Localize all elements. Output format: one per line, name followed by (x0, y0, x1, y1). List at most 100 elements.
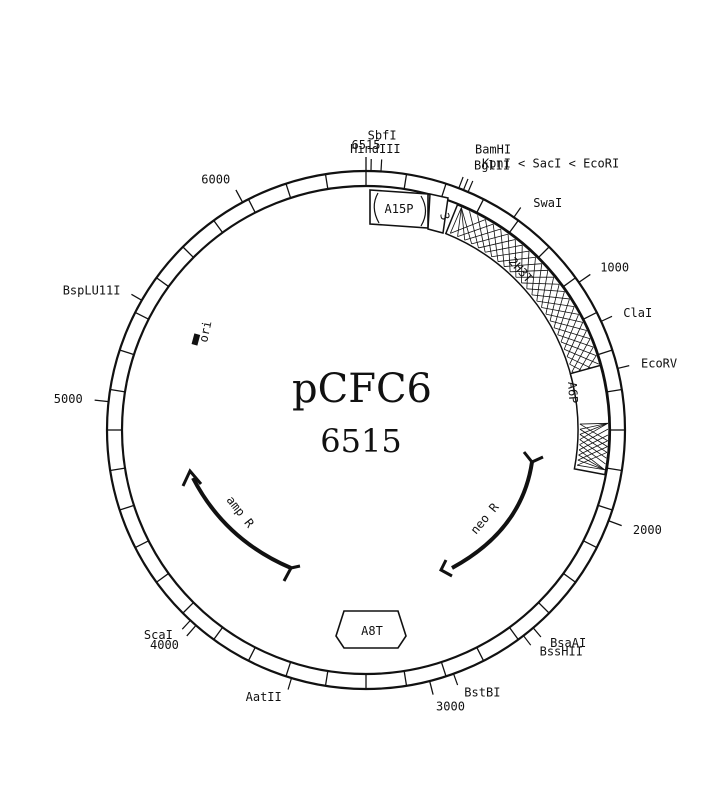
ruler-tick (235, 189, 244, 203)
a15p-feature: A15P (369, 189, 429, 229)
small-junction-label: 3 (437, 211, 452, 222)
site-tick (532, 627, 542, 638)
backbone-segment-tick (563, 572, 576, 583)
ruler-label: 3000 (436, 699, 465, 713)
hatch-line (578, 434, 609, 451)
ori-label: ori (196, 319, 214, 343)
backbone-segment-tick (110, 388, 126, 393)
hatch-line (545, 313, 583, 323)
hatch-line (485, 219, 493, 257)
backbone-segment-tick (156, 277, 169, 288)
hatch-line (536, 300, 575, 307)
neo-label: neo R (468, 500, 502, 537)
plasmid-size: 6515 (320, 422, 401, 460)
hatch-line (521, 282, 560, 285)
hatch-line (449, 207, 462, 234)
ruler-labels: 6515 1000 2000 3000 4000 5000 6000 (54, 138, 662, 713)
backbone-segment-tick (110, 467, 126, 472)
hatch-line (579, 444, 606, 465)
hatch-line (477, 215, 486, 253)
a6p-feature: A6P (565, 364, 610, 476)
hatch-line (541, 270, 549, 308)
site-tick (452, 673, 459, 686)
site-tick (467, 180, 474, 193)
ruler-label: 6515 (352, 138, 381, 152)
site-tick (458, 176, 464, 189)
hatch-line (507, 234, 511, 272)
backbone-segment-tick (182, 246, 194, 258)
hatch-line (579, 422, 608, 425)
hatch-line (549, 320, 587, 331)
a6p-label: A6P (565, 381, 580, 404)
a8t-label: A8T (361, 624, 383, 638)
site-label: ScaI (144, 628, 173, 642)
site-tick (600, 315, 613, 322)
site-label: KpnI < SacI < EcoRI (482, 157, 619, 171)
hatch-line (464, 228, 501, 241)
a8t-feature: A8T (335, 610, 407, 649)
hatch-line (579, 422, 609, 440)
site-label: BstBI (464, 686, 500, 700)
backbone-segment-tick (508, 220, 519, 233)
backbone-segment-tick (538, 602, 550, 614)
ruler-tick (608, 520, 622, 527)
site-label: BsaAI (550, 636, 586, 650)
hatch-line (504, 263, 542, 267)
ruler-label: 2000 (633, 523, 662, 537)
backbone-segment-tick (403, 174, 408, 190)
hatch-line (469, 211, 479, 249)
site-tick (522, 635, 532, 646)
hatch-line (579, 434, 608, 453)
hatch-line (514, 239, 517, 278)
hatch-line (563, 314, 579, 350)
neo-resistance-arrow: neo R (439, 451, 544, 578)
hatch-line (569, 330, 587, 365)
backbone-segment-tick (597, 504, 613, 511)
hatch-line (541, 307, 579, 315)
backbone-segment-tick (597, 349, 613, 356)
hatch-line (526, 251, 530, 289)
hatch-line (578, 449, 605, 471)
site-label: BamHI (475, 143, 511, 157)
backbone-segment-tick (538, 246, 550, 258)
hatch-line (549, 284, 560, 321)
ruler-label: 4000 (150, 638, 179, 652)
site-label: EcoRV (641, 357, 677, 371)
site-tick (513, 207, 522, 218)
hatch-line (579, 422, 609, 435)
backbone-segment-tick (134, 311, 149, 320)
hatch-line (577, 446, 608, 461)
backbone-segment-tick (440, 661, 447, 677)
hatch-line (579, 423, 608, 442)
hatch-line (460, 207, 466, 241)
hatch-line (471, 233, 509, 245)
site-tick (131, 293, 143, 301)
hatch-line (491, 250, 530, 258)
ruler-tick (94, 399, 109, 403)
hatch-line (576, 452, 608, 466)
hatch-line (571, 338, 591, 372)
hatch-line (500, 228, 505, 267)
hatch-line (485, 244, 523, 253)
hatch-line (560, 341, 597, 356)
site-tick (617, 365, 630, 370)
backbone-segment-tick (247, 647, 256, 662)
hatch-line (450, 219, 486, 234)
site-label: SbfI (368, 128, 397, 142)
a15p-label: A15P (385, 202, 414, 216)
site-tick (181, 619, 191, 630)
amp-resistance-arrow: amp R (181, 468, 301, 582)
plasmid-name: pCFC6 (292, 366, 432, 412)
hatch-line (531, 257, 536, 295)
ruler-tick (429, 680, 434, 695)
hatch-line (564, 348, 600, 365)
hatch-line (579, 422, 608, 430)
backbone-segment-ticks (107, 171, 625, 689)
site-tick (462, 178, 469, 191)
backbone-segment-tick (285, 661, 292, 677)
site-label: BglII (474, 159, 510, 173)
hatch-line (457, 223, 494, 237)
site-label: AatII (246, 690, 282, 704)
